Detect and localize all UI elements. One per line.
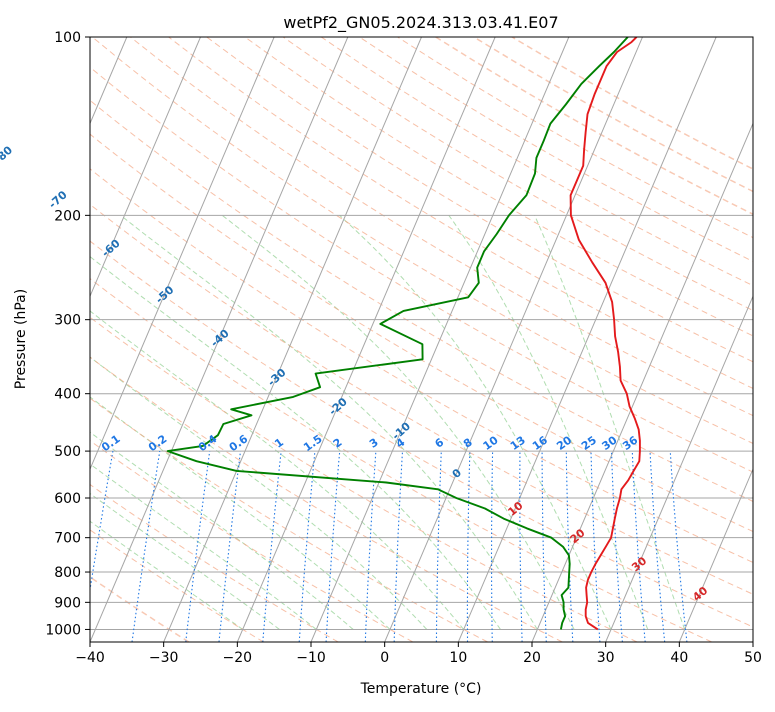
y-tick-label: 500	[54, 444, 81, 460]
y-tick-label: 400	[54, 387, 81, 403]
isotherm-line	[753, 37, 775, 642]
y-tick-label: 600	[54, 491, 81, 507]
x-tick-label: 20	[523, 650, 541, 666]
y-tick-label: 800	[54, 565, 81, 581]
y-axis-label: Pressure (hPa)	[13, 289, 29, 389]
chart-title: wetPf2_GN05.2024.313.03.41.E07	[283, 13, 558, 33]
y-tick-label: 900	[54, 595, 81, 611]
y-tick-label: 200	[54, 208, 81, 224]
x-tick-label: −20	[223, 650, 253, 666]
x-tick-label: 10	[449, 650, 467, 666]
x-tick-label: −30	[149, 650, 179, 666]
y-tick-label: 100	[54, 30, 81, 46]
x-tick-label: 50	[744, 650, 762, 666]
x-tick-label: 30	[597, 650, 615, 666]
x-tick-label: −40	[75, 650, 105, 666]
y-tick-label: 1000	[45, 622, 81, 638]
isotherm-label: -80	[0, 143, 15, 166]
y-tick-label: 300	[54, 313, 81, 329]
x-tick-label: 40	[670, 650, 688, 666]
x-tick-label: 0	[380, 650, 389, 666]
y-tick-label: 700	[54, 531, 81, 547]
x-axis-label: Temperature (°C)	[360, 681, 482, 697]
x-tick-label: −10	[296, 650, 326, 666]
